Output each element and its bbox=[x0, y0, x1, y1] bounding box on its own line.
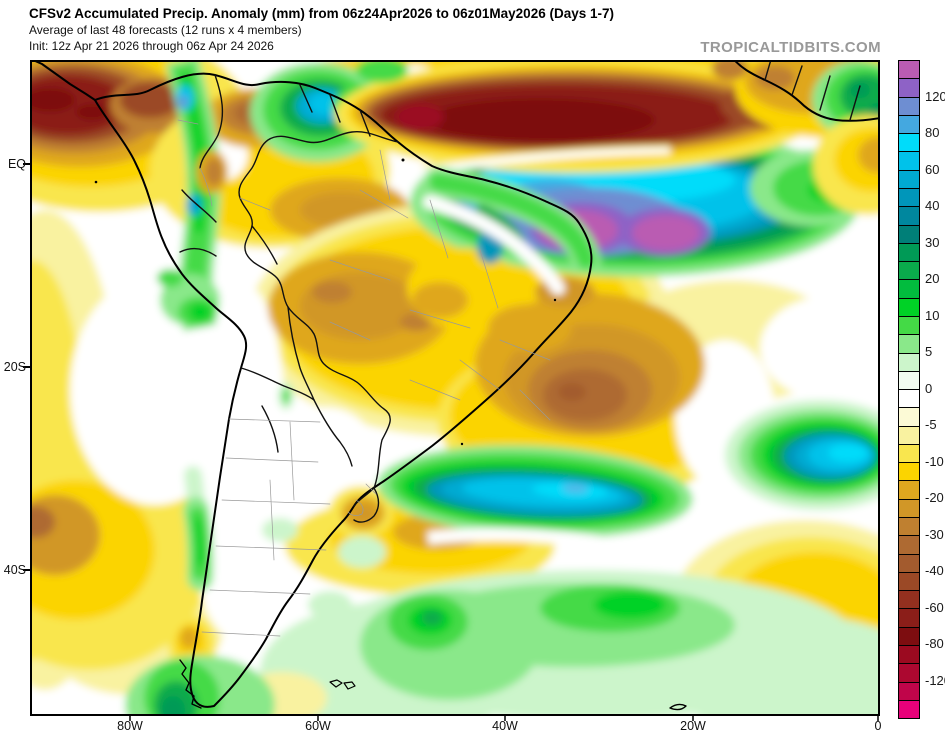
colorbar-cell bbox=[899, 553, 919, 572]
lat-tick-eq bbox=[23, 163, 30, 165]
coastline bbox=[35, 62, 878, 711]
colorbar-cell bbox=[899, 443, 919, 463]
colorbar-tick-label: -30 bbox=[925, 526, 944, 542]
colorbar-tick-label: 60 bbox=[925, 161, 940, 177]
country-borders bbox=[179, 62, 861, 523]
colorbar-tick-label: -10 bbox=[925, 453, 944, 469]
colorbar-cell bbox=[899, 61, 919, 79]
south-america-anomaly-map bbox=[30, 60, 880, 721]
lon-label-40w: 40W bbox=[492, 719, 518, 733]
lat-label-20s: 20S bbox=[3, 360, 26, 374]
lon-label-20w: 20W bbox=[680, 719, 706, 733]
lon-label-0: 0 bbox=[874, 719, 882, 733]
colorbar-cell bbox=[899, 590, 919, 609]
colorbar-cell bbox=[899, 517, 919, 536]
colorbar-tick-label: -20 bbox=[925, 490, 944, 505]
colorbar-cell bbox=[899, 535, 919, 554]
lat-tick-20s bbox=[23, 366, 30, 368]
contour-field bbox=[32, 62, 878, 714]
map-title: CFSv2 Accumulated Precip. Anomaly (mm) f… bbox=[29, 6, 614, 21]
colorbar-cell bbox=[899, 699, 919, 719]
map-dots bbox=[94, 158, 557, 446]
watermark: TROPICALTIDBITS.COM bbox=[700, 39, 881, 56]
colorbar-tick-label: 80 bbox=[925, 125, 940, 140]
colorbar-cell bbox=[899, 389, 919, 408]
state-borders bbox=[177, 119, 551, 637]
colorbar-tick-label: -80 bbox=[925, 636, 944, 651]
lon-label-80w: 80W bbox=[117, 719, 143, 733]
lat-label-40s: 40S bbox=[3, 563, 26, 577]
colorbar-cell bbox=[899, 242, 919, 262]
colorbar-cell bbox=[899, 224, 919, 243]
colorbar-cell bbox=[899, 261, 919, 280]
colorbar-cell bbox=[899, 114, 919, 134]
colorbar-cell bbox=[899, 187, 919, 207]
colorbar-tick-label: -5 bbox=[925, 417, 937, 432]
colorbar-tick-label: -40 bbox=[925, 563, 944, 578]
colorbar-cell bbox=[899, 96, 919, 115]
colorbar-tick-label: 0 bbox=[925, 380, 933, 396]
colorbar-cell bbox=[899, 425, 919, 444]
map-frame bbox=[30, 60, 880, 716]
colorbar-cell bbox=[899, 608, 919, 627]
colorbar-cell bbox=[899, 571, 919, 591]
colorbar-tick-label: 10 bbox=[925, 307, 940, 323]
colorbar-cell bbox=[899, 352, 919, 371]
colorbar-tick-label: -120 bbox=[925, 672, 945, 688]
colorbar-cell bbox=[899, 407, 919, 426]
lon-label-60w: 60W bbox=[305, 719, 331, 733]
lat-tick-40s bbox=[23, 569, 30, 571]
colorbar-tick-label: 5 bbox=[925, 344, 933, 359]
colorbar bbox=[898, 60, 920, 719]
colorbar-cell bbox=[899, 626, 919, 645]
colorbar-cell bbox=[899, 498, 919, 518]
colorbar-cell bbox=[899, 462, 919, 481]
colorbar-cell bbox=[899, 645, 919, 664]
colorbar-cell bbox=[899, 151, 919, 170]
colorbar-cell bbox=[899, 297, 919, 316]
colorbar-cell bbox=[899, 370, 919, 390]
colorbar-cell bbox=[899, 78, 919, 97]
colorbar-cell bbox=[899, 480, 919, 499]
colorbar-tick-label: 120 bbox=[925, 88, 945, 104]
colorbar-cell bbox=[899, 206, 919, 225]
map-subtitle: Average of last 48 forecasts (12 runs x … bbox=[29, 23, 302, 37]
colorbar-cell bbox=[899, 663, 919, 682]
colorbar-cell bbox=[899, 334, 919, 353]
colorbar-cell bbox=[899, 133, 919, 152]
colorbar-tick-label: 40 bbox=[925, 198, 940, 213]
colorbar-cell bbox=[899, 315, 919, 335]
map-init-line: Init: 12z Apr 21 2026 through 06z Apr 24… bbox=[29, 39, 274, 53]
colorbar-tick-label: 20 bbox=[925, 271, 940, 286]
colorbar-cell bbox=[899, 279, 919, 298]
colorbar-cell bbox=[899, 169, 919, 188]
colorbar-tick-label: 30 bbox=[925, 234, 940, 250]
axis-ticks bbox=[129, 715, 879, 721]
colorbar-tick-label: -60 bbox=[925, 599, 944, 615]
lat-label-eq: EQ bbox=[7, 157, 26, 171]
colorbar-cell bbox=[899, 681, 919, 700]
